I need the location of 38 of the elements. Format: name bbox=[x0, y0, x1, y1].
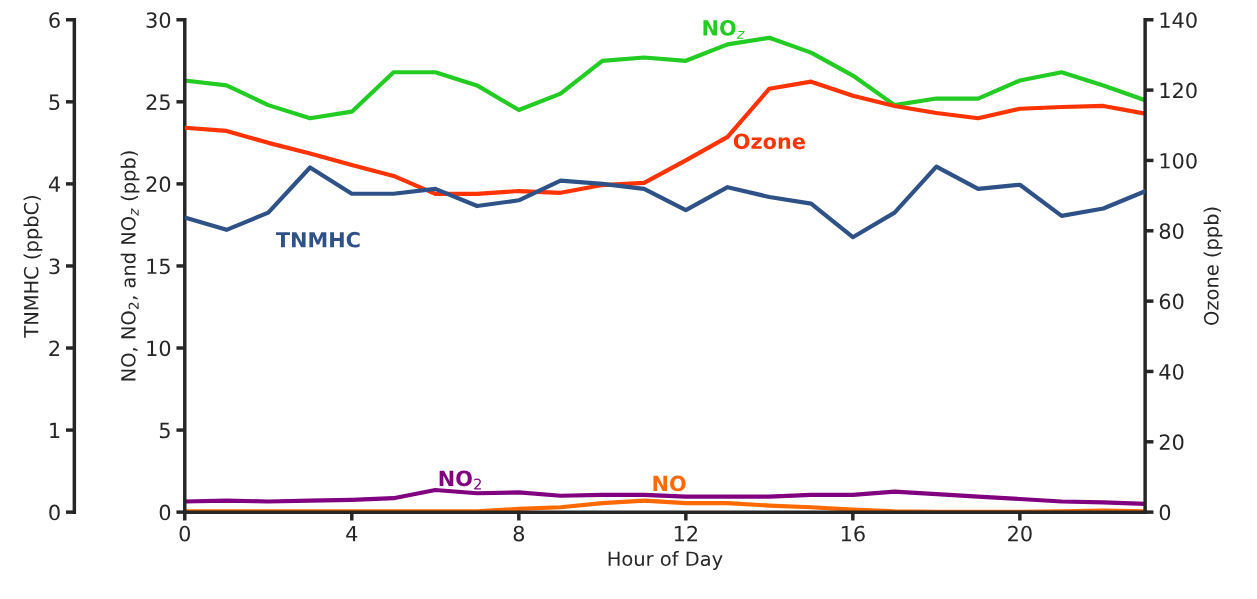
y3-tick-label: 6 bbox=[49, 12, 60, 28]
y-tick-label: 20 bbox=[146, 176, 171, 193]
x-tick-label: 4 bbox=[346, 525, 358, 542]
line-series bbox=[184, 79, 1146, 196]
y2-tick-label: 40 bbox=[1159, 363, 1184, 380]
y3-tick-label: 2 bbox=[49, 340, 60, 356]
y2-tick-label: 120 bbox=[1160, 82, 1197, 99]
y-axis-title: NO, NO$_{2}$, and NO$_{z}$ (ppb) bbox=[120, 151, 140, 381]
x-tick-label: 20 bbox=[1008, 525, 1032, 542]
y-tick-label: 5 bbox=[159, 422, 170, 439]
x-axis-title: Hour of Day bbox=[608, 551, 723, 570]
series-label: NO$_{2}$ bbox=[439, 470, 481, 490]
series-label: Ozone bbox=[733, 133, 805, 150]
x-tick-label: 16 bbox=[841, 525, 865, 542]
y-tick-label: 0 bbox=[159, 504, 171, 521]
y2-tick-label: 0 bbox=[1159, 504, 1171, 521]
y3-tick-label: 5 bbox=[49, 94, 60, 111]
y2-axis-title: Ozone (ppb) bbox=[1203, 207, 1223, 325]
series-label: TNMHC bbox=[275, 231, 360, 248]
y2-tick-label: 20 bbox=[1159, 434, 1184, 451]
series-label: NO$_{z}$ bbox=[703, 19, 745, 39]
x-tick-label: 12 bbox=[674, 525, 697, 542]
y2-tick-label: 100 bbox=[1160, 152, 1197, 169]
y3-tick-label: 4 bbox=[48, 176, 60, 192]
x-tick-label: 0 bbox=[179, 525, 191, 542]
y3-tick-label: 1 bbox=[50, 422, 60, 438]
y2-tick-label: 60 bbox=[1159, 293, 1184, 310]
y3-tick-label: 3 bbox=[49, 258, 60, 275]
y-tick-label: 10 bbox=[147, 340, 171, 357]
y-tick-label: 15 bbox=[147, 258, 170, 275]
y2-tick-label: 80 bbox=[1159, 223, 1184, 239]
y3-tick-label: 0 bbox=[49, 504, 60, 521]
y2-tick-label: 140 bbox=[1160, 12, 1197, 28]
y-tick-label: 30 bbox=[146, 12, 171, 28]
series-label: NO bbox=[653, 475, 686, 492]
x-tick-label: 8 bbox=[513, 525, 525, 542]
y3-axis-title: TNMHC (ppbC) bbox=[23, 195, 43, 338]
y-tick-label: 25 bbox=[146, 94, 170, 111]
